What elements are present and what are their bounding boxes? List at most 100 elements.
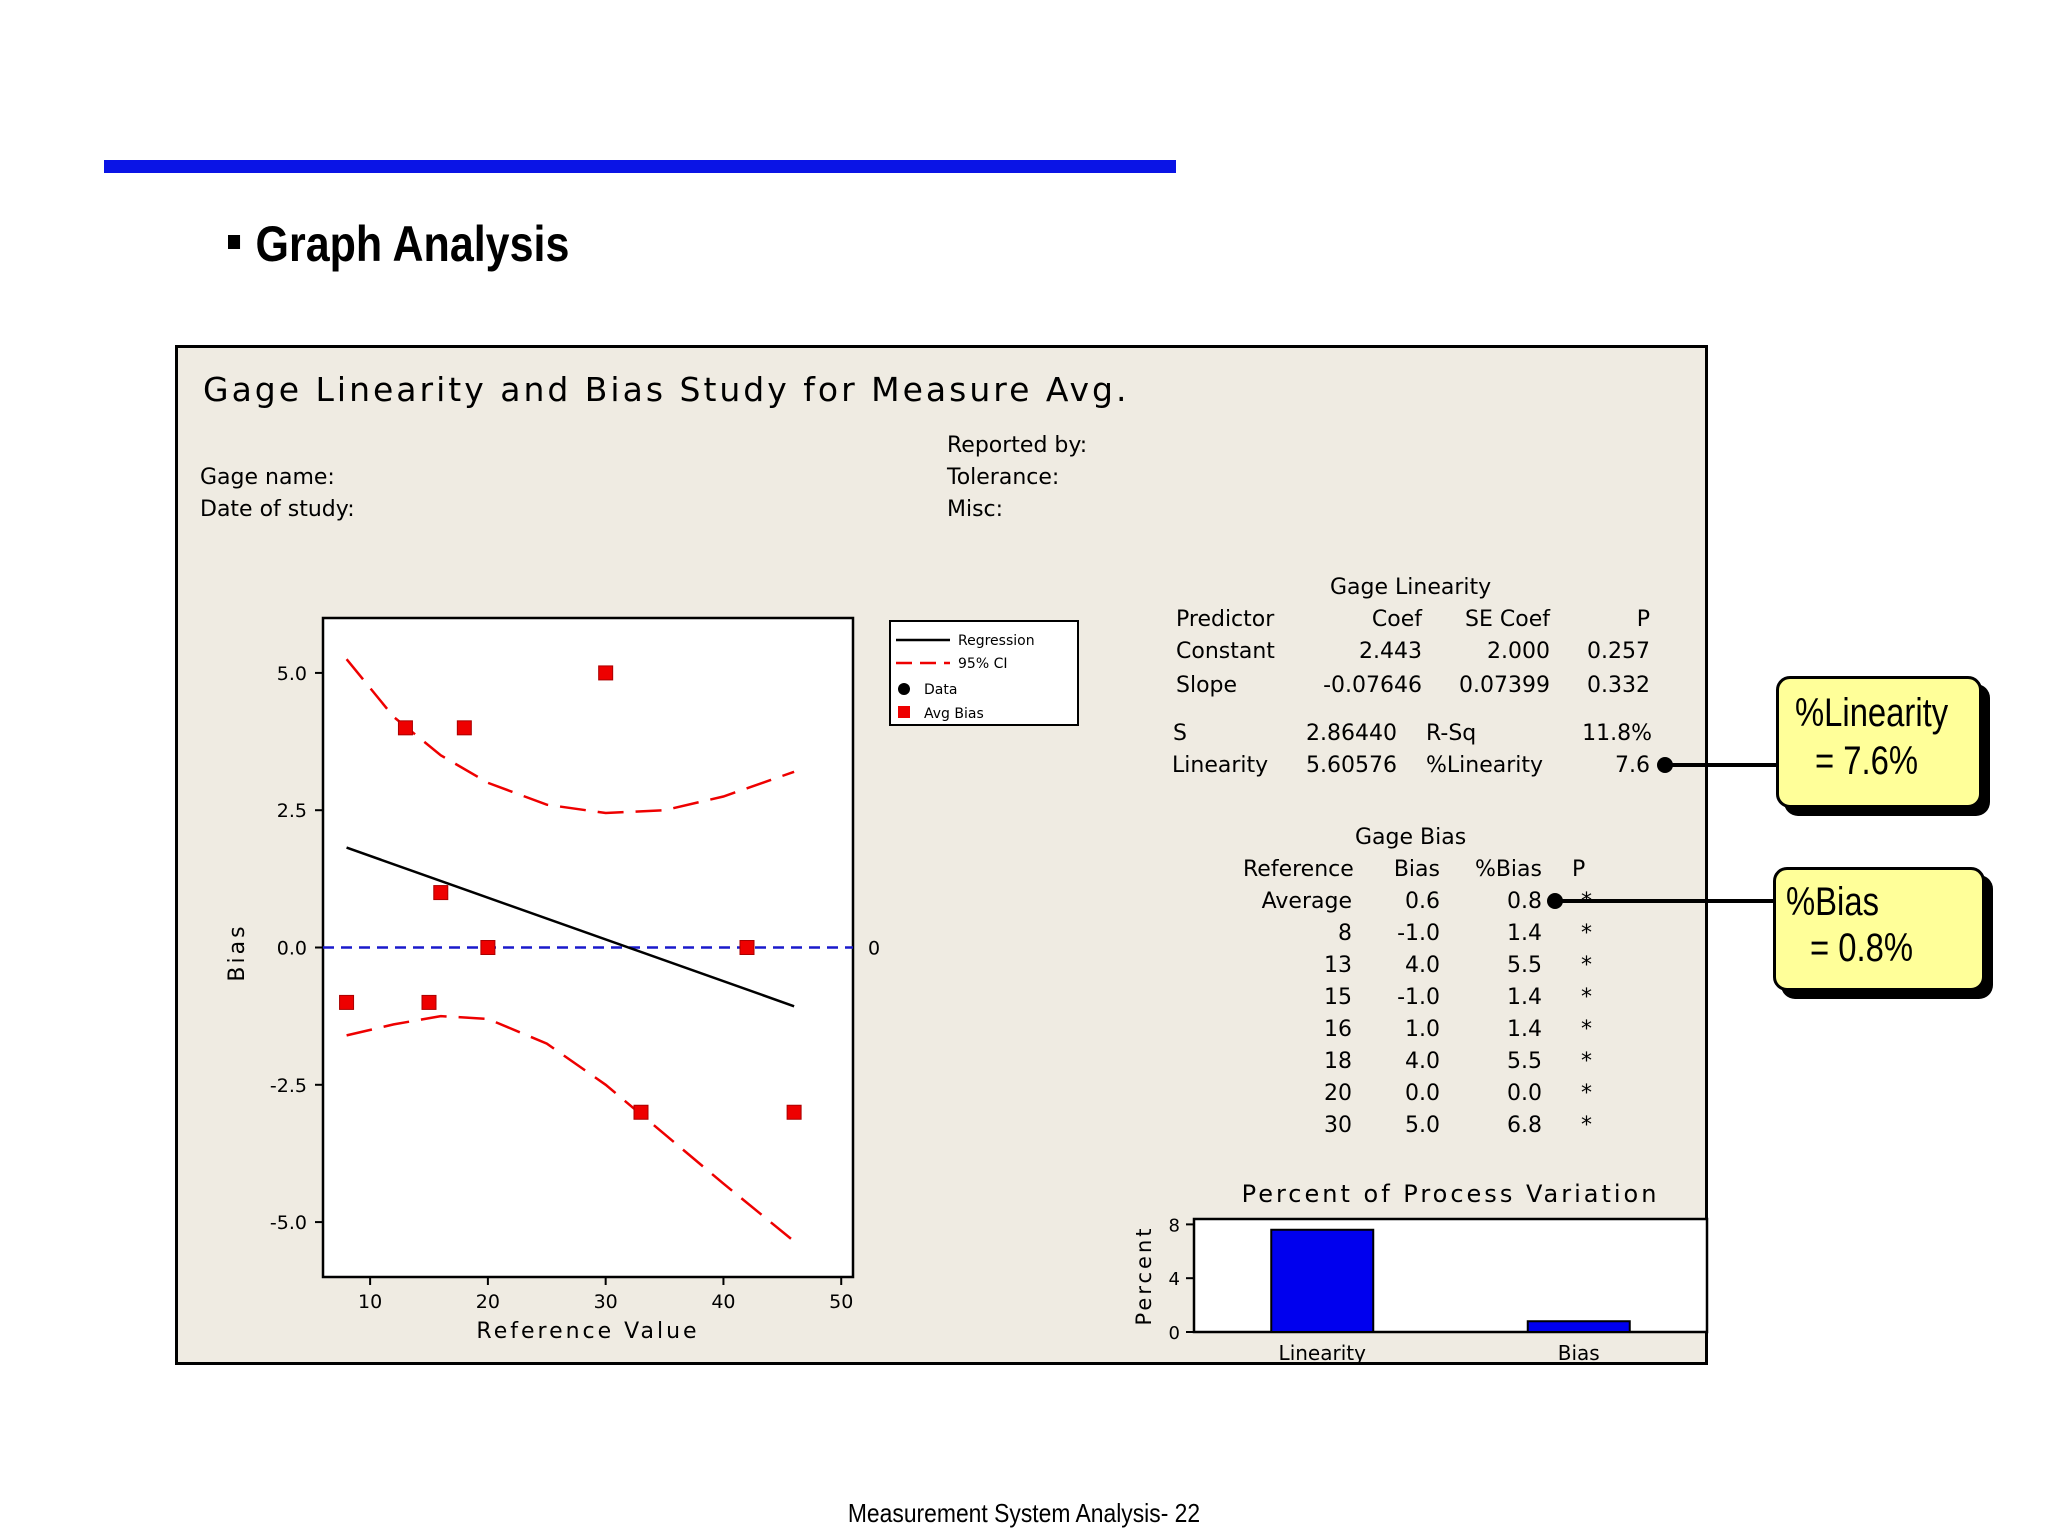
pct-linearity-callout: %Linearity = 7.6% [1776, 676, 1982, 808]
bias-row-pctbias: 1.4 [1507, 1017, 1542, 1042]
bias-row-bias: 4.0 [1405, 1049, 1440, 1074]
callout-linearity-line2: = 7.6% [1815, 739, 1919, 783]
bar-y-axis-label: Percent [1132, 1225, 1156, 1325]
bias-row-p: * [1581, 1113, 1592, 1138]
bias-row-pctbias: 0.8 [1507, 889, 1542, 914]
avg-bias-point [786, 1104, 802, 1120]
lin-row-p: 0.332 [1587, 673, 1650, 698]
bias-vs-reference-chart: 5.0 2.5 0.0 -2.5 -5.0 10 20 30 40 50 Reference Val… [225, 616, 880, 1344]
bias-row-bias: 0.6 [1405, 889, 1440, 914]
lin-row-p: 0.257 [1587, 639, 1650, 664]
bar-category-label: Bias [1558, 1341, 1600, 1365]
x-axis-label: Reference Value [476, 1319, 699, 1344]
x-tick-label: 10 [358, 1291, 382, 1313]
bias-row-reference: 16 [1324, 1017, 1352, 1042]
x-tick-label: 20 [476, 1291, 500, 1313]
bias-row-pctbias: 1.4 [1507, 921, 1542, 946]
slide-heading: Graph Analysis [228, 215, 569, 273]
zero-line-label: 0 [868, 938, 880, 960]
lin-row-secoef: 0.07399 [1459, 673, 1550, 698]
top-accent-bar [104, 160, 1176, 173]
avg-bias-point [739, 940, 755, 955]
avg-bias-point [433, 885, 449, 901]
bias-row-p: * [1581, 1081, 1592, 1106]
bias-header-pctbias: %Bias [1474, 857, 1542, 882]
bias-row-reference: 18 [1324, 1049, 1352, 1074]
avg-bias-point [633, 1104, 649, 1120]
lin-row-predictor: Constant [1176, 639, 1275, 664]
bias-header-bias: Bias [1393, 857, 1440, 882]
y-tick-label: -2.5 [270, 1075, 307, 1097]
bar-y-tick-label: 4 [1169, 1269, 1180, 1290]
lin-row-predictor: Slope [1176, 673, 1238, 698]
bias-connector-dot [1547, 893, 1563, 909]
lin-header-predictor: Predictor [1176, 607, 1275, 632]
bias-row-bias: 1.0 [1405, 1017, 1440, 1042]
bias-row-pctbias: 0.0 [1507, 1081, 1542, 1106]
bias-table-title: Gage Bias [1355, 825, 1467, 850]
gage-name-label: Gage name: [200, 465, 335, 490]
callout-bias-line2: = 0.8% [1810, 926, 1914, 970]
pct-linearity-label: %Linearity [1426, 753, 1544, 778]
bias-row-p: * [1581, 921, 1592, 946]
linearity-connector-dot [1657, 757, 1673, 773]
bias-row-pctbias: 6.8 [1507, 1113, 1542, 1138]
bias-row-bias: 0.0 [1405, 1081, 1440, 1106]
avg-bias-point [456, 720, 472, 736]
bias-header-reference: Reference [1243, 857, 1354, 882]
bar-bias [1526, 1320, 1631, 1333]
bar-chart-title: Percent of Process Variation [1242, 1180, 1660, 1208]
x-tick-label: 40 [711, 1291, 735, 1313]
bias-row-reference: 15 [1324, 985, 1352, 1010]
avg-bias-point [397, 720, 413, 736]
linearity-table-title: Gage Linearity [1330, 575, 1492, 600]
bar-category-label: Linearity [1279, 1341, 1367, 1365]
legend-box [889, 620, 1079, 726]
bias-row-reference: 8 [1338, 921, 1352, 946]
bias-row-bias: 4.0 [1405, 953, 1440, 978]
x-tick-label: 50 [829, 1291, 853, 1313]
bias-row-reference: 20 [1324, 1081, 1352, 1106]
lin-row-coef: 2.443 [1359, 639, 1422, 664]
y-tick-label: 5.0 [277, 663, 307, 685]
bar-y-tick-label: 8 [1169, 1215, 1180, 1236]
bias-row-bias: -1.0 [1397, 985, 1440, 1010]
y-tick-label: 0.0 [277, 938, 307, 960]
bias-row-pctbias: 5.5 [1507, 953, 1542, 978]
legend-label: Regression [958, 633, 1035, 649]
legend-label: Data [924, 682, 957, 698]
bias-row-p: * [1581, 1049, 1592, 1074]
slide-footer: Measurement System Analysis- 22 [847, 1498, 1201, 1528]
misc-label: Misc: [947, 497, 1004, 522]
bias-row-p: * [1581, 985, 1592, 1010]
lin-header-secoef: SE Coef [1465, 607, 1550, 632]
linearity-value: 5.60576 [1306, 753, 1397, 778]
bar-linearity [1270, 1228, 1375, 1334]
legend-avgbias-swatch [898, 706, 910, 718]
bias-row-p: * [1581, 1017, 1592, 1042]
bias-row-bias: 5.0 [1405, 1113, 1440, 1138]
callout-connectors [1547, 757, 1776, 909]
bullet-square-icon [228, 234, 241, 249]
bar-y-tick-label: 0 [1169, 1323, 1180, 1344]
bias-row-bias: -1.0 [1397, 921, 1440, 946]
avg-bias-point [480, 940, 496, 955]
avg-bias-point [598, 665, 614, 681]
bias-row-reference: 13 [1324, 953, 1352, 978]
date-label: Date of study: [200, 497, 355, 522]
pct-bias-callout: %Bias = 0.8% [1773, 867, 1985, 991]
bias-header-p: P [1572, 857, 1586, 882]
avg-bias-point [339, 994, 355, 1010]
lin-row-secoef: 2.000 [1487, 639, 1550, 664]
lin-header-coef: Coef [1371, 607, 1422, 632]
percent-variation-chart: Percent of Process Variation 0 4 8 Percent Li… [1132, 1180, 1709, 1365]
bias-row-pctbias: 1.4 [1507, 985, 1542, 1010]
s-value: 2.86440 [1306, 721, 1397, 746]
ci-lower-curve [346, 1014, 795, 1243]
regression-line [346, 846, 795, 1008]
pct-linearity-value: 7.6 [1615, 753, 1650, 778]
s-label: S [1173, 721, 1187, 746]
y-tick-label: 2.5 [277, 800, 307, 822]
